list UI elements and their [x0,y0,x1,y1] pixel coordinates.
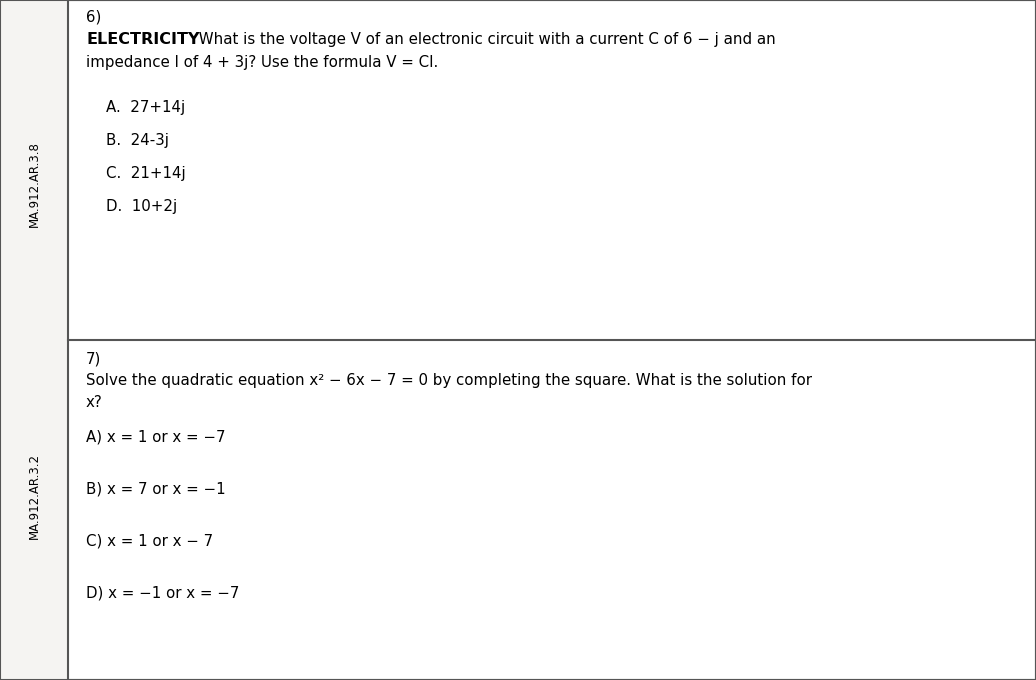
Text: 7): 7) [86,352,102,367]
Text: MA.912.AR.3.2: MA.912.AR.3.2 [28,454,40,539]
Bar [0,0,68,680]
Text: A.  27+14j: A. 27+14j [106,100,185,115]
Text: Solve the quadratic equation x² − 6x − 7 = 0 by completing the square. What is t: Solve the quadratic equation x² − 6x − 7… [86,373,812,388]
Text: A) x = 1 or x = −7: A) x = 1 or x = −7 [86,430,226,445]
Text: B) x = 7 or x = −1: B) x = 7 or x = −1 [86,482,226,497]
Text: B.  24-3j: B. 24-3j [106,133,169,148]
Text: 6): 6) [86,10,102,25]
Text: impedance I of 4 + 3j? Use the formula V = CI.: impedance I of 4 + 3j? Use the formula V… [86,55,438,70]
Text: x?: x? [86,395,103,410]
Text: MA.912.AR.3.8: MA.912.AR.3.8 [28,141,40,226]
Text: ELECTRICITY: ELECTRICITY [86,32,200,47]
Text: D) x = −1 or x = −7: D) x = −1 or x = −7 [86,586,239,601]
Text: D.  10+2j: D. 10+2j [106,199,177,214]
Text: C.  21+14j: C. 21+14j [106,166,185,181]
Text: What is the voltage V of an electronic circuit with a current C of 6 − j and an: What is the voltage V of an electronic c… [194,32,776,47]
Text: C) x = 1 or x − 7: C) x = 1 or x − 7 [86,534,213,549]
